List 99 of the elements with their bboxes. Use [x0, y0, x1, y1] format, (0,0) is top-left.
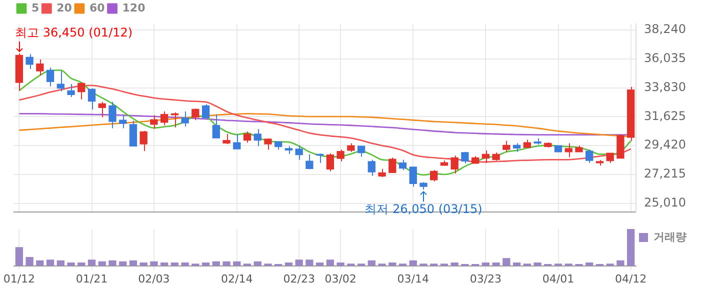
candlestick	[108, 101, 116, 129]
bar	[388, 262, 396, 266]
candlestick	[306, 154, 314, 170]
candlestick	[398, 159, 407, 171]
candlestick	[450, 155, 458, 174]
bar	[78, 262, 86, 266]
x-tick-label: 04/12	[614, 272, 647, 286]
candlestick	[409, 166, 417, 188]
annotation: 최고 36,450 (01/12)	[15, 26, 133, 40]
y-tick-label: 25,010	[644, 195, 686, 210]
candlestick	[212, 114, 220, 139]
y-tick-label: 27,215	[644, 166, 686, 181]
candlestick	[192, 108, 200, 121]
candlestick	[202, 104, 210, 120]
bar	[119, 261, 127, 266]
x-tick-label: 03/14	[397, 272, 429, 286]
candlestick	[326, 152, 334, 172]
bar	[26, 257, 34, 266]
y-tick-label: 31,625	[644, 108, 686, 123]
candlestick	[88, 88, 96, 110]
x-tick-label: 01/12	[3, 272, 36, 286]
bar	[626, 229, 635, 266]
bar	[170, 262, 179, 266]
y-tick-label: 29,420	[644, 138, 686, 152]
candlestick	[67, 84, 75, 98]
candlestick	[586, 149, 594, 164]
candlestick	[564, 142, 572, 158]
legend-label: 20	[56, 1, 72, 14]
candlestick	[150, 114, 158, 130]
candlestick	[606, 152, 614, 164]
candlestick	[430, 170, 438, 182]
y-tick-label: 38,240	[644, 22, 686, 36]
legend-label: 120	[122, 1, 146, 14]
candlestick	[78, 82, 86, 100]
candlestick	[616, 134, 624, 159]
bar	[502, 258, 510, 266]
candlestick	[160, 110, 168, 126]
candlestick	[129, 120, 138, 147]
bar	[181, 262, 189, 266]
x-tick-label: 03/02	[324, 272, 356, 286]
bar	[140, 262, 148, 266]
candlestick	[233, 133, 241, 150]
candlestick	[36, 58, 44, 76]
candlestick	[357, 146, 366, 158]
bar	[160, 262, 168, 266]
candlestick	[254, 128, 262, 147]
bar	[336, 262, 344, 266]
bar	[295, 260, 303, 266]
bar	[15, 247, 24, 266]
bar	[316, 262, 324, 266]
candlestick	[98, 101, 106, 118]
x-tick-label: 02/14	[221, 272, 253, 286]
bar	[616, 260, 624, 266]
candlestick	[336, 149, 344, 162]
bar	[512, 262, 521, 266]
legend-label: 거래량	[654, 230, 686, 244]
x-tick-label: 03/23	[470, 272, 502, 286]
y-tick-label: 36,035	[644, 51, 686, 66]
bar	[492, 262, 500, 266]
candlestick	[388, 157, 396, 174]
bar	[233, 261, 241, 266]
bar	[150, 261, 158, 266]
bar	[450, 262, 458, 266]
candlestick	[368, 159, 376, 176]
candlestick	[46, 67, 54, 87]
candlestick	[482, 150, 490, 164]
candlestick	[502, 140, 510, 152]
candlestick	[181, 110, 189, 127]
bar	[222, 261, 230, 266]
candlestick	[170, 112, 179, 128]
bar	[98, 261, 106, 266]
bar	[88, 260, 96, 266]
bar	[326, 260, 334, 266]
bar	[212, 261, 220, 266]
x-tick-label: 04/01	[542, 272, 574, 286]
legend-label: 60	[89, 1, 106, 14]
y-tick-label: 33,830	[644, 80, 686, 94]
x-tick-label: 02/03	[138, 272, 170, 286]
bar	[202, 262, 210, 266]
bar	[534, 262, 542, 266]
bar	[586, 262, 594, 266]
candlestick	[243, 131, 252, 144]
x-tick-label: 02/23	[283, 272, 315, 286]
bar	[108, 260, 116, 266]
candlestick	[119, 114, 127, 129]
bar	[284, 262, 293, 266]
bar	[254, 261, 262, 266]
candlestick	[26, 54, 34, 70]
bar	[67, 262, 75, 266]
bar	[482, 262, 490, 266]
bar	[306, 260, 314, 266]
annotation: 최저 26,050 (03/15)	[364, 202, 482, 216]
x-tick-label: 01/21	[76, 272, 108, 286]
bar	[46, 260, 54, 266]
candlestick	[56, 70, 64, 92]
candlestick	[140, 130, 148, 152]
candlestick	[295, 144, 303, 160]
candlestick	[222, 133, 230, 145]
legend-label: 5	[32, 1, 40, 14]
